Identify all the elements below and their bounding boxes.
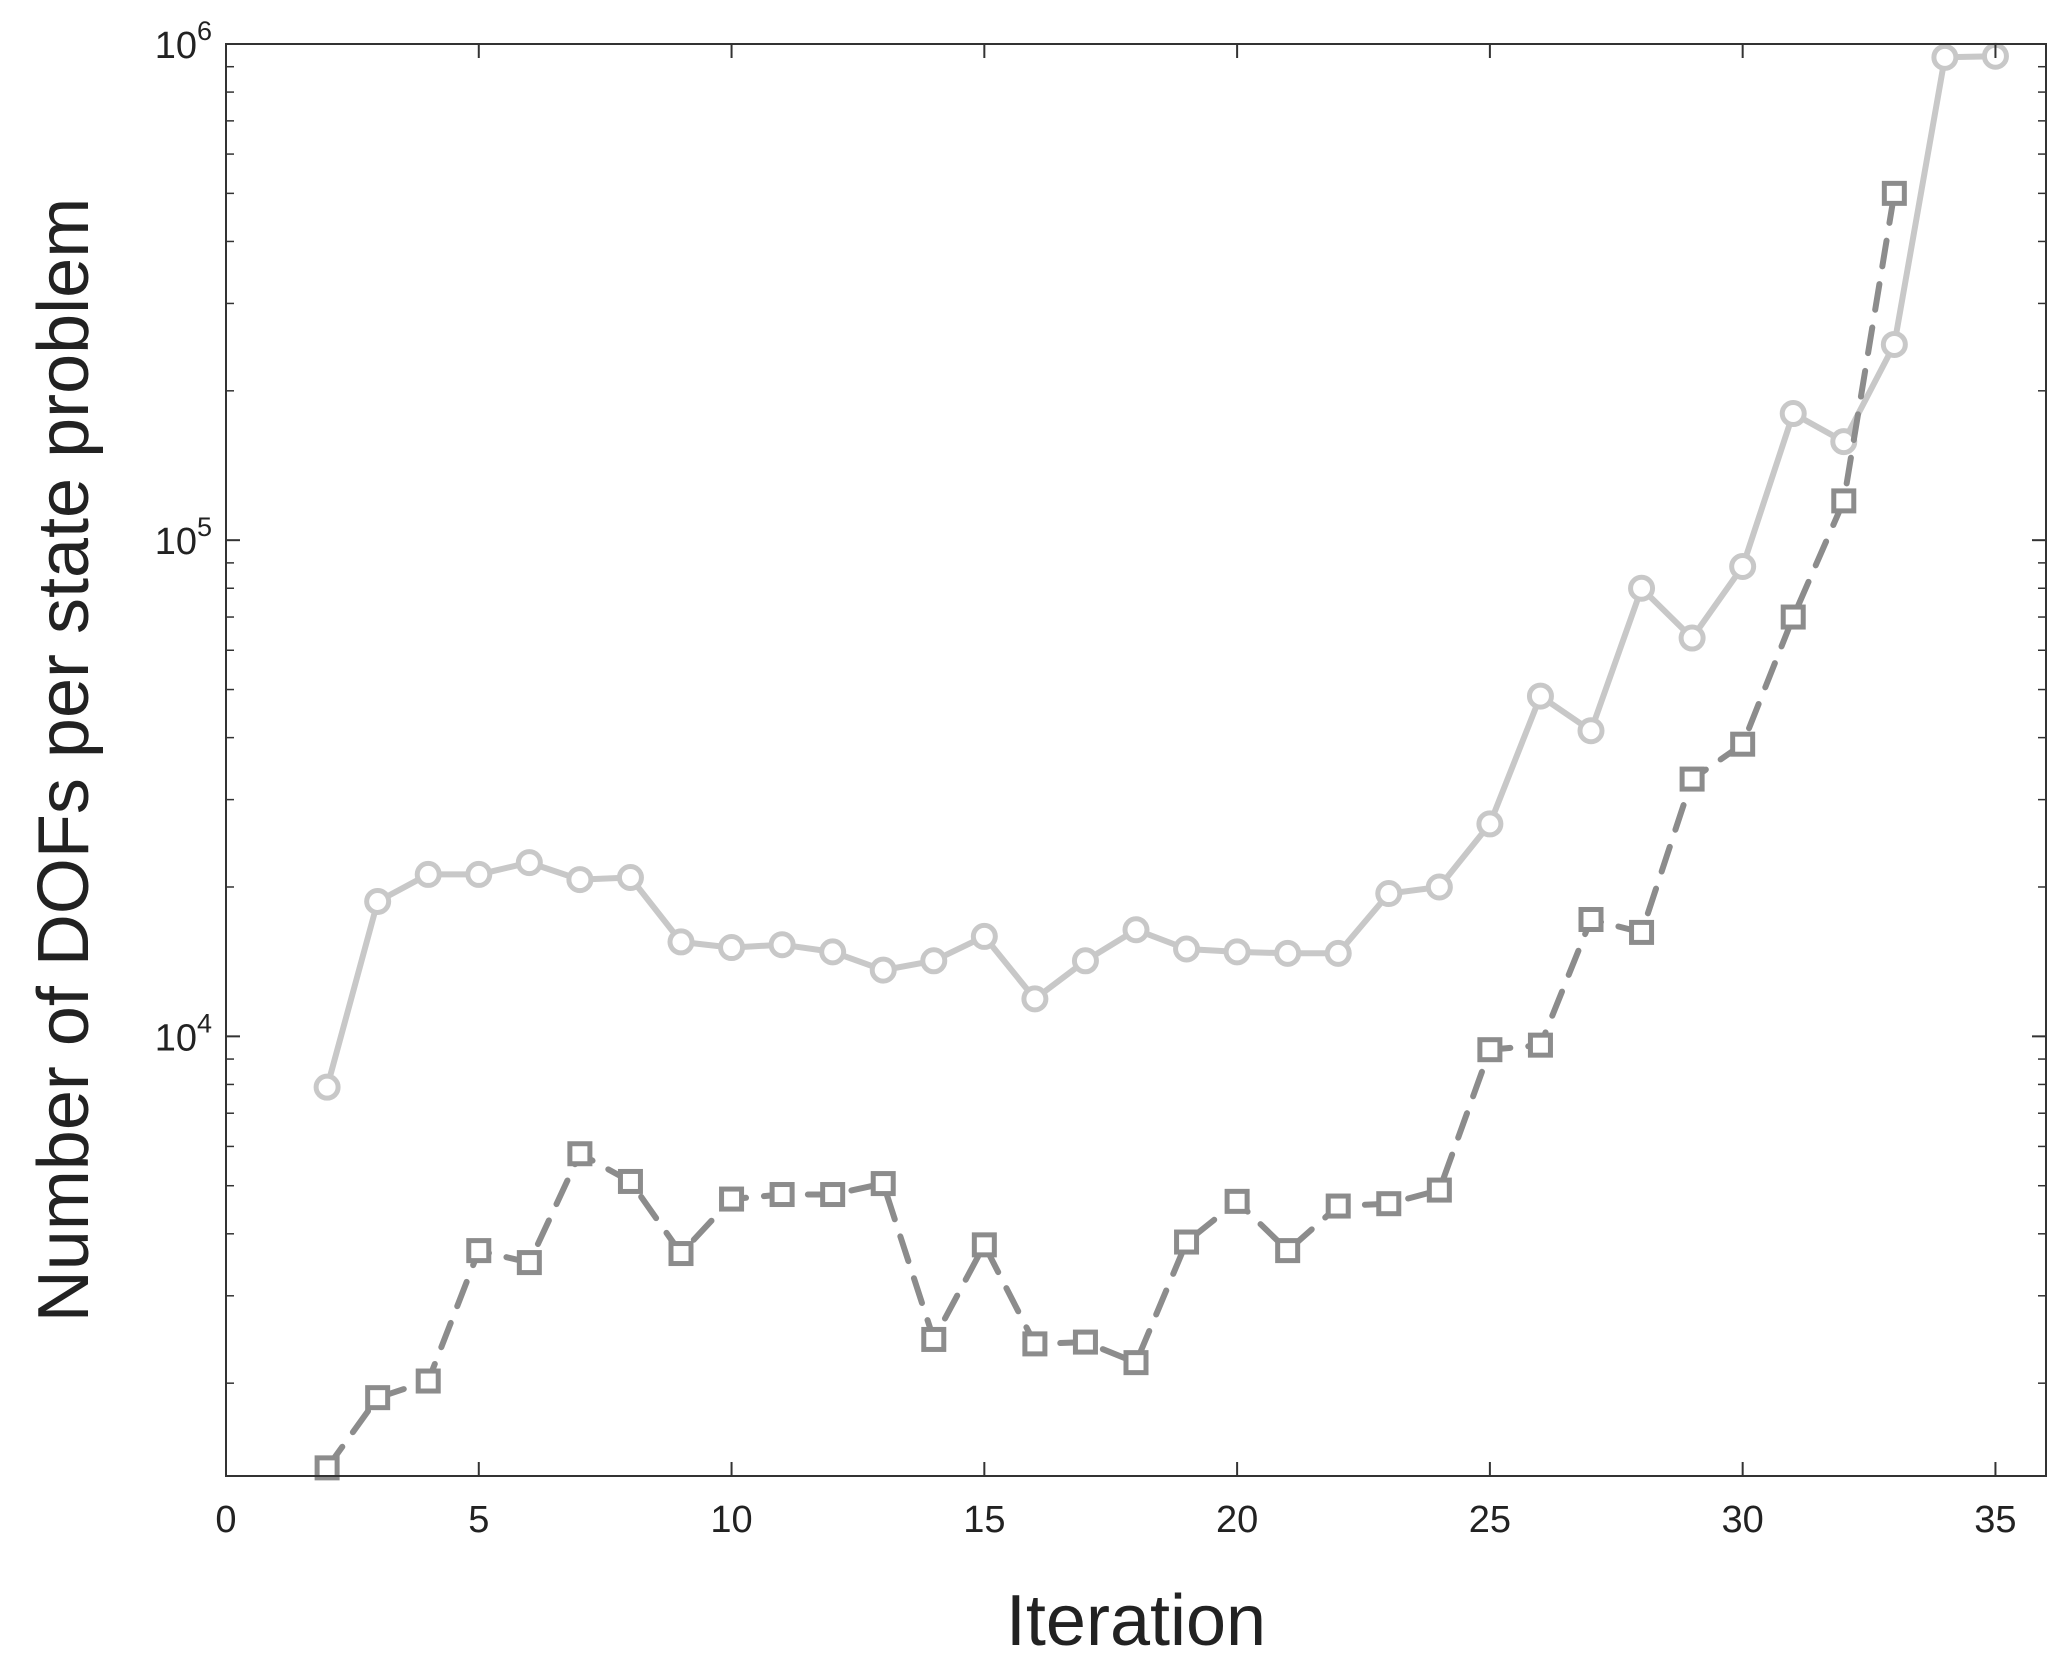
series-1-point (1122, 916, 1150, 944)
series-2-point (1527, 1032, 1553, 1058)
series-1-point (1931, 43, 1959, 71)
y-tick-label: 106 (155, 16, 212, 67)
series-2-point (466, 1238, 492, 1264)
series-1-point (1425, 873, 1453, 901)
series-1-point (566, 866, 594, 894)
series-1-point (1779, 400, 1807, 428)
series-2-point (870, 1171, 896, 1197)
x-tick-label: 5 (468, 1499, 489, 1541)
series-1-point (1324, 939, 1352, 967)
y-tick-label: 105 (155, 512, 212, 563)
series-1-point (1577, 717, 1605, 745)
series-2-point (314, 1455, 340, 1481)
series-2-point (567, 1141, 593, 1167)
series-1-point (465, 860, 493, 888)
series-1-point (819, 938, 847, 966)
series-layer (313, 42, 2009, 1481)
x-tick-label: 25 (1469, 1499, 1511, 1541)
y-axis-title: Number of DOFs per state problem (24, 198, 104, 1322)
series-2-point (719, 1186, 745, 1212)
series-2 (314, 180, 1907, 1481)
series-1-point (313, 1073, 341, 1101)
series-1-point (1071, 947, 1099, 975)
series-1-line (324, 53, 1999, 1091)
series-2-point (1376, 1191, 1402, 1217)
series-1-point (1880, 330, 1908, 358)
series-2-point (1275, 1238, 1301, 1264)
series-1-point (768, 931, 796, 959)
tick-layer: 0 5 10 15 20 25 30 35 104 105 106 (155, 16, 2046, 1541)
series-2-point (1477, 1037, 1503, 1063)
series-2-point (1426, 1177, 1452, 1203)
x-tick-label: 0 (215, 1499, 236, 1541)
series-2-point (1679, 766, 1705, 792)
y-tick-label: 104 (155, 1008, 212, 1059)
series-2-point (921, 1326, 947, 1352)
x-tick-label: 30 (1722, 1499, 1764, 1541)
series-1-point (414, 860, 442, 888)
series-1-point (1173, 935, 1201, 963)
series-2-point (1831, 488, 1857, 514)
series-1-point (1476, 810, 1504, 838)
series-2-point (1780, 604, 1806, 630)
series-1-point (920, 947, 948, 975)
series-2-point (617, 1168, 643, 1194)
x-tick-label: 10 (710, 1499, 752, 1541)
plot-frame (225, 43, 2047, 1477)
x-tick-label: 35 (1974, 1499, 2016, 1541)
series-1-point (718, 934, 746, 962)
series-2-point (365, 1385, 391, 1411)
series-2-point (971, 1232, 997, 1258)
series-1-point (667, 928, 695, 956)
series-2-point (769, 1182, 795, 1208)
series-2-point (1123, 1350, 1149, 1376)
series-2-point (1072, 1329, 1098, 1355)
series-2-point (820, 1182, 846, 1208)
series-2-point (415, 1368, 441, 1394)
x-axis-title: Iteration (1006, 1581, 1266, 1661)
x-tick-label: 15 (963, 1499, 1005, 1541)
series-1-point (1223, 938, 1251, 966)
series-1-point (364, 887, 392, 915)
series-1-point (1678, 624, 1706, 652)
series-2-point (668, 1241, 694, 1267)
series-1-point (515, 849, 543, 877)
series-2-point (1629, 919, 1655, 945)
series-1-point (1526, 682, 1554, 710)
x-tick-label: 20 (1216, 1499, 1258, 1541)
series-1-point (1729, 553, 1757, 581)
series-2-point (1224, 1188, 1250, 1214)
series-1-point (1628, 574, 1656, 602)
series-2-point (1730, 731, 1756, 757)
series-1-point (970, 922, 998, 950)
series-2-point (1881, 180, 1907, 206)
series-1-point (1021, 985, 1049, 1013)
series-1-point (1274, 939, 1302, 967)
series-2-point (1578, 906, 1604, 932)
series-1 (313, 42, 2009, 1101)
series-2-point (1022, 1331, 1048, 1357)
series-2-point (1325, 1193, 1351, 1219)
series-1-point (616, 864, 644, 892)
series-2-point (516, 1250, 542, 1276)
series-1-point (869, 956, 897, 984)
series-1-point (1375, 880, 1403, 908)
series-2-point (1174, 1229, 1200, 1255)
